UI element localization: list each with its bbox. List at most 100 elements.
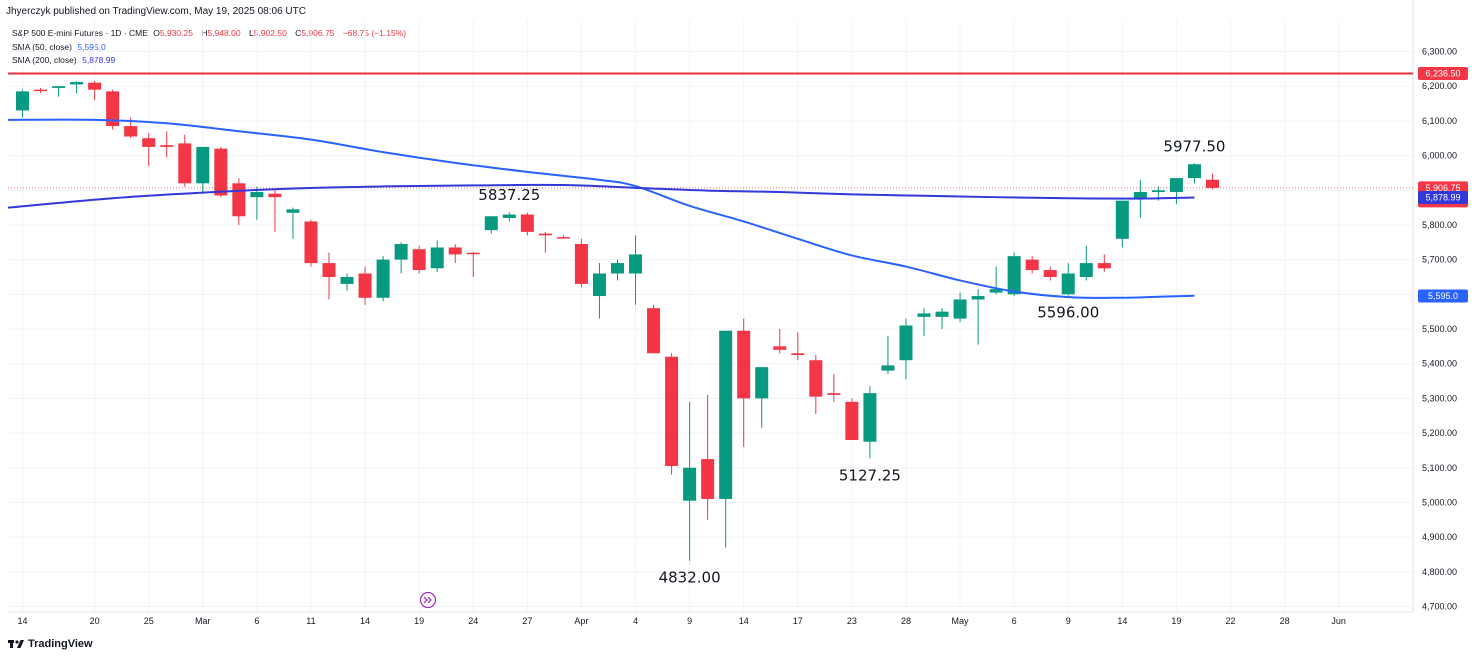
x-tick-label: Jun — [1331, 616, 1346, 626]
candle-body-up — [1169, 178, 1183, 192]
candle-body-down — [106, 91, 120, 127]
x-tick-label: 14 — [739, 616, 749, 626]
candle-body-down — [773, 346, 787, 350]
x-tick-label: 9 — [687, 616, 692, 626]
x-tick-label: 27 — [522, 616, 532, 626]
candle-body-up — [1061, 273, 1075, 295]
x-tick-label: Mar — [195, 616, 211, 626]
y-tick-label: 6,000.00 — [1422, 151, 1457, 161]
goto-date-icon-ring — [419, 591, 437, 609]
candle-body-up — [250, 191, 264, 198]
candle-body-down — [178, 143, 192, 184]
candle-body-up — [610, 263, 624, 274]
candle-body-down — [232, 183, 246, 217]
candle-body-down — [466, 252, 480, 255]
candle-body-up — [755, 367, 769, 399]
candle-body-up — [863, 393, 877, 442]
candle-body-up — [376, 259, 390, 298]
x-tick-label: 11 — [306, 616, 315, 626]
candle-body-down — [268, 193, 282, 198]
candle-body-down — [701, 459, 715, 499]
sma50-line — [7, 118, 1195, 299]
candle-body-up — [1115, 200, 1129, 239]
x-tick-label: 22 — [1226, 616, 1236, 626]
candle-body-up — [502, 214, 516, 218]
x-tick-label: 6 — [254, 616, 259, 626]
candle-body-up — [935, 311, 949, 317]
candle-body-up — [52, 86, 66, 88]
sma50-value: 5,595.0 — [77, 41, 106, 52]
candle-body-up — [394, 244, 408, 260]
candle-body-up — [196, 146, 210, 184]
x-tick-label: 14 — [1117, 616, 1127, 626]
candle-body-up — [1133, 191, 1147, 199]
y-tick-label: 5,300.00 — [1422, 393, 1457, 403]
ohlc-high: H5,948.00 — [201, 28, 241, 38]
x-tick-label: 6 — [1012, 616, 1017, 626]
price-tag-label: 5,878.99 — [1425, 193, 1460, 203]
candle-body-up — [971, 296, 985, 300]
price-annotation: 5596.00 — [1037, 304, 1099, 322]
candle-body-up — [683, 467, 697, 501]
candle-body-down — [827, 393, 841, 395]
candle-body-up — [989, 289, 1003, 293]
price-tag-label: 5,595.0 — [1428, 291, 1458, 301]
candle-body-up — [953, 299, 967, 319]
x-tick-label: 28 — [1280, 616, 1290, 626]
price-annotation: 5127.25 — [839, 466, 901, 484]
candle-body-up — [1187, 164, 1201, 179]
y-tick-label: 5,700.00 — [1422, 255, 1457, 265]
candle-body-down — [1097, 263, 1111, 269]
x-tick-label: 24 — [468, 616, 478, 626]
candle-body-down — [124, 126, 138, 137]
candle-body-down — [1043, 270, 1057, 277]
ohlc-open: O5,930.25 — [153, 28, 193, 38]
x-tick-label: 28 — [901, 616, 911, 626]
candle-body-down — [791, 353, 805, 356]
chart-legend: S&P 500 E-mini Futures · 1D · CME O5,930… — [12, 27, 409, 68]
candle-body-down — [358, 273, 372, 298]
y-tick-label: 5,000.00 — [1422, 497, 1457, 507]
price-tag-label: 6,236.50 — [1425, 69, 1460, 79]
candle-body-down — [1025, 259, 1039, 271]
brand-label: TradingView — [28, 638, 93, 650]
symbol-name[interactable]: S&P 500 E-mini Futures · 1D · CME — [12, 28, 148, 38]
x-tick-label: 14 — [17, 616, 27, 626]
candle-body-up — [430, 247, 444, 269]
candle-body-down — [574, 244, 588, 284]
sma200-label: SMA (200, close) — [12, 55, 77, 65]
publisher-caption: Jhyerczyk published on TradingView.com, … — [6, 6, 306, 17]
candle-body-up — [286, 209, 300, 213]
candle-body-up — [1007, 256, 1021, 295]
y-tick-label: 6,100.00 — [1422, 116, 1457, 126]
tradingview-logo-icon — [8, 640, 24, 648]
candle-body-up — [16, 91, 29, 111]
candle-body-down — [647, 308, 661, 354]
candle-body-down — [520, 214, 534, 232]
price-annotation: 5837.25 — [478, 186, 540, 204]
y-tick-label: 5,500.00 — [1422, 324, 1457, 334]
y-tick-label: 6,200.00 — [1422, 81, 1457, 91]
candle-body-down — [1205, 179, 1219, 188]
candle-body-down — [845, 401, 859, 440]
price-annotation: 5977.50 — [1163, 137, 1225, 155]
ohlc-low: L5,902.50 — [248, 28, 287, 38]
legend-symbol-row: S&P 500 E-mini Futures · 1D · CME O5,930… — [12, 27, 409, 41]
x-tick-label: 9 — [1066, 616, 1071, 626]
candles — [16, 80, 1219, 561]
x-tick-label: 19 — [1171, 616, 1181, 626]
candle-body-down — [665, 356, 679, 467]
candle-body-up — [719, 330, 733, 499]
ohlc-change: −68.75 (−1.15%) — [342, 28, 407, 38]
legend-sma200-row[interactable]: SMA (200, close) 5,878.99 — [12, 54, 409, 68]
y-tick-label: 5,800.00 — [1422, 220, 1457, 230]
candle-body-down — [538, 233, 552, 236]
ohlc-close: C5,906.75 — [295, 28, 335, 38]
legend-sma50-row[interactable]: SMA (50, close) 5,595.0 — [12, 41, 409, 55]
price-tag-sma200 — [1418, 191, 1468, 205]
goto-date-icon[interactable] — [419, 591, 437, 609]
candle-body-up — [70, 82, 84, 85]
candle-body-down — [556, 237, 570, 239]
candle-body-up — [917, 313, 931, 317]
